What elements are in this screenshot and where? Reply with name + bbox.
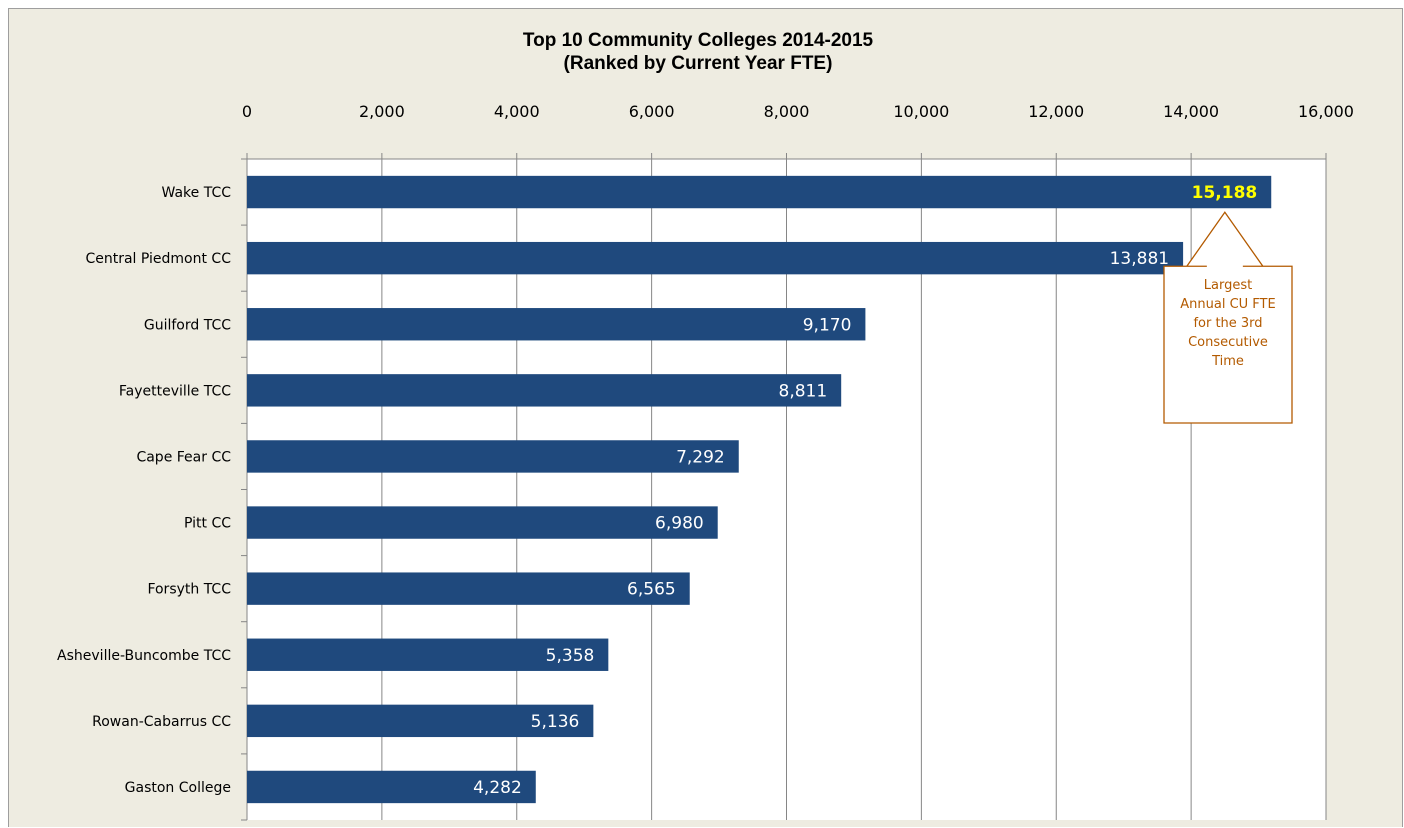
data-label: 13,881: [1110, 249, 1169, 269]
chart-title: Top 10 Community Colleges 2014-2015: [523, 30, 874, 51]
x-tick-label: 0: [242, 102, 252, 121]
category-label: Wake TCC: [162, 185, 232, 201]
chart-subtitle: (Ranked by Current Year FTE): [564, 53, 833, 74]
category-label: Central Piedmont CC: [85, 251, 231, 267]
bar: [247, 241, 1184, 275]
data-labels: 15,188 13,881 9,170 8,811 7,292 6,980 6,565 5,3…: [473, 183, 1257, 798]
data-label: 5,136: [531, 712, 580, 732]
callout-line: Consecutive: [1188, 335, 1268, 350]
bar: [247, 572, 690, 605]
category-label: Forsyth TCC: [147, 582, 231, 598]
x-tick-label: 8,000: [764, 102, 810, 121]
callout-arrow-shape: [1163, 211, 1293, 424]
data-label: 7,292: [676, 447, 725, 467]
data-label: 4,282: [473, 778, 522, 798]
category-label: Pitt CC: [184, 516, 231, 532]
category-label: Cape Fear CC: [136, 449, 231, 465]
data-label: 5,358: [546, 646, 595, 666]
category-label: Gaston College: [125, 780, 231, 796]
x-tick-label: 14,000: [1163, 102, 1219, 121]
bar: [247, 374, 842, 407]
callout-line: Time: [1211, 354, 1244, 369]
callout-line: Annual CU FTE: [1180, 297, 1275, 312]
bar: [247, 704, 594, 738]
bar: [247, 638, 609, 671]
data-label: 6,565: [627, 580, 676, 600]
bar: [247, 175, 1272, 209]
data-label: 6,980: [655, 514, 704, 534]
bars: [247, 175, 1272, 804]
category-labels: Wake TCC Central Piedmont CC Guilford TCC F…: [57, 185, 231, 796]
category-label: Rowan-Cabarrus CC: [92, 714, 231, 730]
callout-text: Largest Annual CU FTE for the 3rd Consecuti…: [1180, 278, 1275, 369]
bar: [247, 440, 739, 473]
callout-line: for the 3rd: [1193, 316, 1262, 331]
category-label: Asheville-Buncombe TCC: [57, 648, 231, 664]
x-tick-label: 4,000: [494, 102, 540, 121]
data-label: 15,188: [1192, 183, 1258, 203]
x-tick-label: 12,000: [1028, 102, 1084, 121]
data-label: 9,170: [803, 315, 852, 335]
x-tick-label: 16,000: [1298, 102, 1354, 121]
x-tick-label: 10,000: [893, 102, 949, 121]
bar: [247, 770, 536, 804]
bar: [247, 506, 718, 539]
category-label: Fayetteville TCC: [119, 383, 231, 399]
callout-line: Largest: [1204, 278, 1252, 293]
bar-chart: Top 10 Community Colleges 2014-2015 (Ran…: [57, 30, 1354, 821]
category-label: Guilford TCC: [144, 317, 231, 333]
bar: [247, 308, 866, 341]
data-label: 8,811: [779, 381, 828, 401]
callout-annotation: Largest Annual CU FTE for the 3rd Consecuti…: [1163, 211, 1293, 424]
chart-frame: Top 10 Community Colleges 2014-2015 (Ran…: [8, 8, 1403, 827]
x-tick-label: 2,000: [359, 102, 405, 121]
x-tick-label: 6,000: [629, 102, 675, 121]
